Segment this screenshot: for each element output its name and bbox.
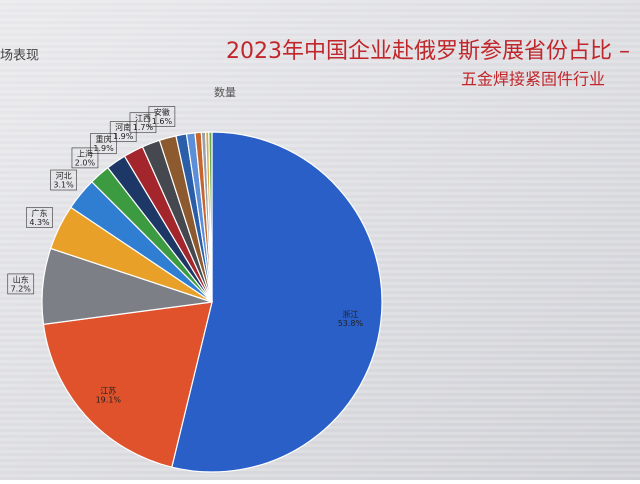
slice-label: 广东 xyxy=(31,208,47,218)
slice-value-label: 2.0% xyxy=(75,158,96,167)
series-name: 数量 xyxy=(214,86,236,99)
slice-value-label: 3.1% xyxy=(53,181,74,190)
slice-value-label: 53.8% xyxy=(338,319,364,328)
label-box xyxy=(129,112,157,134)
label-box xyxy=(26,207,53,228)
label-box xyxy=(7,273,35,295)
slice-label: 河北 xyxy=(56,171,72,181)
pie-slice xyxy=(171,131,383,473)
slice-value-label: 7.2% xyxy=(11,284,32,293)
slice-label: 江西 xyxy=(135,114,151,123)
slice-value-label: 1.6% xyxy=(152,117,173,126)
chart-title: 2023年中国企业赴俄罗斯参展省份占比 – xyxy=(226,39,630,64)
slice-value-label: 1.9% xyxy=(113,132,134,141)
slice-label: 浙江 xyxy=(342,309,358,319)
label-box xyxy=(148,106,176,127)
slice-value-label: 1.9% xyxy=(93,144,114,153)
slice-value-label: 1.7% xyxy=(133,123,154,132)
label-box xyxy=(90,133,117,154)
label-box xyxy=(71,147,99,169)
slice-value-label: 4.3% xyxy=(29,218,50,227)
slice-value-label: 19.1% xyxy=(96,396,122,405)
pie-slice xyxy=(42,301,213,468)
slice-label: 上海 xyxy=(77,148,93,158)
slice-label: 山东 xyxy=(13,274,29,284)
slice-label: 河南 xyxy=(115,122,131,132)
label-box xyxy=(109,121,137,142)
slice-label: 安徽 xyxy=(154,107,170,117)
chart-subtitle: 五金焊接紧固件行业 xyxy=(461,70,605,89)
label-box xyxy=(50,169,77,191)
slice-label: 江苏 xyxy=(100,386,116,396)
pie-slice xyxy=(208,131,213,303)
corner-text: 场表现 xyxy=(0,49,39,64)
slice-label: 重庆 xyxy=(96,134,112,144)
